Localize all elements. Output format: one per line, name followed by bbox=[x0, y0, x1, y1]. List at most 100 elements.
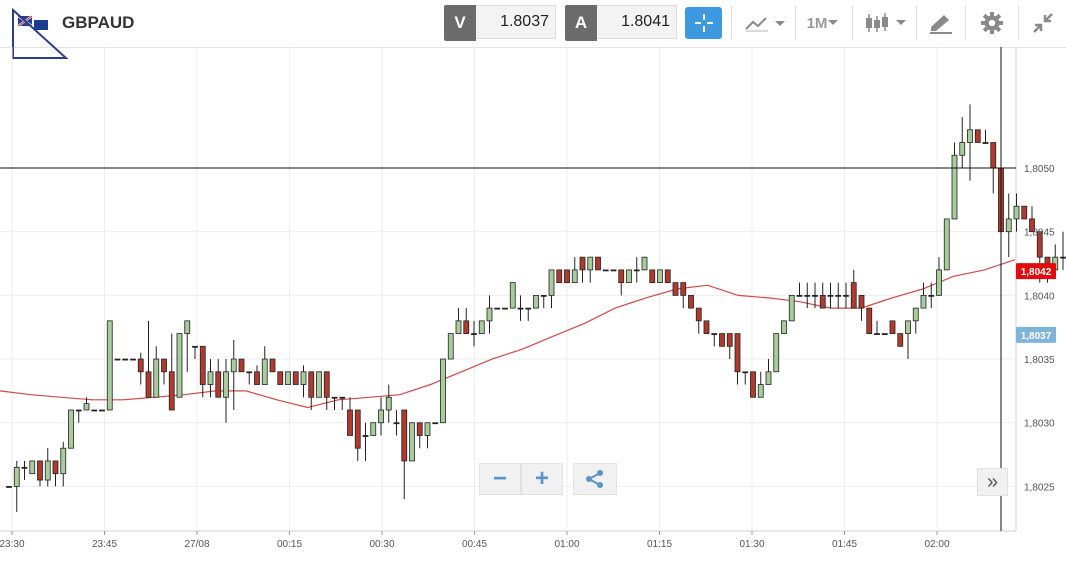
candle-body bbox=[21, 466, 28, 469]
candle-body bbox=[238, 358, 245, 373]
x-tick-label: 01:00 bbox=[554, 539, 579, 550]
candle-body bbox=[176, 333, 183, 398]
candle bbox=[409, 422, 415, 462]
candle bbox=[323, 371, 330, 410]
candle-body bbox=[742, 371, 749, 374]
line-chart-button[interactable] bbox=[742, 6, 788, 40]
candle-body bbox=[354, 409, 361, 449]
candles-button[interactable] bbox=[862, 6, 908, 40]
candle bbox=[447, 333, 454, 360]
candle-body bbox=[765, 371, 772, 385]
candle-body bbox=[866, 307, 873, 334]
settings-button[interactable] bbox=[974, 6, 1010, 40]
candle-body bbox=[60, 447, 67, 475]
candle-body bbox=[300, 371, 307, 385]
share-button[interactable] bbox=[573, 463, 617, 495]
scroll-right-button[interactable]: » bbox=[977, 468, 1008, 496]
price-badge-bg bbox=[1016, 326, 1056, 343]
price-badge-bg bbox=[1016, 263, 1056, 280]
crosshair-lines bbox=[0, 47, 1016, 531]
candle bbox=[897, 333, 904, 347]
candle-body bbox=[494, 307, 501, 310]
candle-body bbox=[269, 358, 276, 373]
y-tick-label: 1,8030 bbox=[1024, 419, 1055, 430]
candle bbox=[688, 294, 694, 309]
candle-body bbox=[416, 422, 423, 436]
ask-value: 1.8041 bbox=[597, 5, 677, 39]
candle-body bbox=[889, 320, 896, 334]
candle-body bbox=[688, 294, 694, 309]
crosshair-button[interactable] bbox=[685, 7, 722, 39]
candle-body bbox=[385, 396, 392, 411]
ask-label: A bbox=[565, 5, 597, 41]
candle bbox=[509, 282, 516, 309]
candle-body bbox=[595, 256, 601, 271]
candle bbox=[137, 352, 144, 385]
candle-body bbox=[750, 371, 756, 398]
candle bbox=[757, 371, 764, 398]
candle bbox=[750, 371, 756, 398]
x-tick-label: 01:30 bbox=[739, 539, 764, 550]
y-tick-label: 1,8045 bbox=[1024, 228, 1055, 239]
zoom-controls: − + bbox=[479, 463, 617, 495]
candle bbox=[13, 460, 20, 512]
candle-body bbox=[486, 307, 493, 322]
candle bbox=[664, 269, 671, 284]
candle-body bbox=[657, 269, 663, 284]
candle-body bbox=[812, 294, 818, 297]
candle-body bbox=[664, 269, 671, 284]
candle bbox=[571, 257, 578, 284]
candle-body bbox=[1021, 205, 1028, 220]
candle-body bbox=[1060, 256, 1066, 259]
draw-button[interactable] bbox=[924, 6, 958, 40]
candle bbox=[579, 256, 586, 283]
draw-pencil-icon bbox=[930, 15, 952, 34]
candle-body bbox=[230, 358, 237, 373]
candle bbox=[943, 218, 950, 271]
ask-quote[interactable]: A 1.8041 bbox=[565, 5, 677, 41]
candle-body bbox=[122, 358, 129, 361]
candle bbox=[633, 257, 640, 283]
candle bbox=[1005, 193, 1012, 258]
candle bbox=[1013, 193, 1020, 232]
candle bbox=[974, 129, 981, 143]
candle-body bbox=[874, 333, 880, 335]
candle-body bbox=[424, 422, 431, 436]
candle-body bbox=[29, 460, 36, 475]
candle-body bbox=[881, 333, 888, 335]
candle-body bbox=[951, 154, 958, 220]
candle bbox=[254, 365, 260, 385]
candle-body bbox=[37, 460, 43, 481]
candle bbox=[393, 410, 400, 436]
candle bbox=[285, 371, 291, 385]
candle-body bbox=[261, 358, 268, 385]
chart-grid bbox=[0, 47, 1017, 532]
candle-body bbox=[246, 371, 253, 374]
candle-body bbox=[610, 269, 617, 272]
candle-body bbox=[912, 307, 919, 322]
candle bbox=[912, 307, 919, 334]
candle bbox=[967, 104, 973, 181]
candle-body bbox=[331, 396, 338, 399]
bid-quote[interactable]: V 1.8037 bbox=[444, 5, 556, 41]
candle-body bbox=[192, 345, 198, 348]
candle bbox=[161, 358, 167, 385]
collapse-button[interactable] bbox=[1026, 6, 1060, 40]
candle bbox=[719, 333, 725, 347]
zoom-in-button[interactable]: + bbox=[521, 463, 563, 495]
top-toolbar: GBPAUD V 1.8037 A 1.8041 1M bbox=[0, 0, 1066, 59]
candle bbox=[517, 295, 524, 321]
candle bbox=[378, 397, 384, 436]
candle-body bbox=[819, 294, 826, 309]
price-chart[interactable]: 1,8025 1,8030 1,8035 1,8040 1,8045 1,8050 23:… bbox=[0, 47, 1066, 562]
timeframe-button[interactable]: 1M bbox=[802, 6, 844, 40]
candle-body bbox=[114, 358, 121, 361]
candle bbox=[1060, 231, 1066, 270]
candle bbox=[370, 422, 377, 436]
candle-body bbox=[734, 333, 741, 373]
candle bbox=[587, 256, 594, 283]
candle bbox=[478, 320, 485, 334]
candle-body bbox=[168, 371, 175, 411]
x-tick-label: 23:45 bbox=[92, 539, 117, 550]
zoom-out-button[interactable]: − bbox=[479, 463, 521, 495]
